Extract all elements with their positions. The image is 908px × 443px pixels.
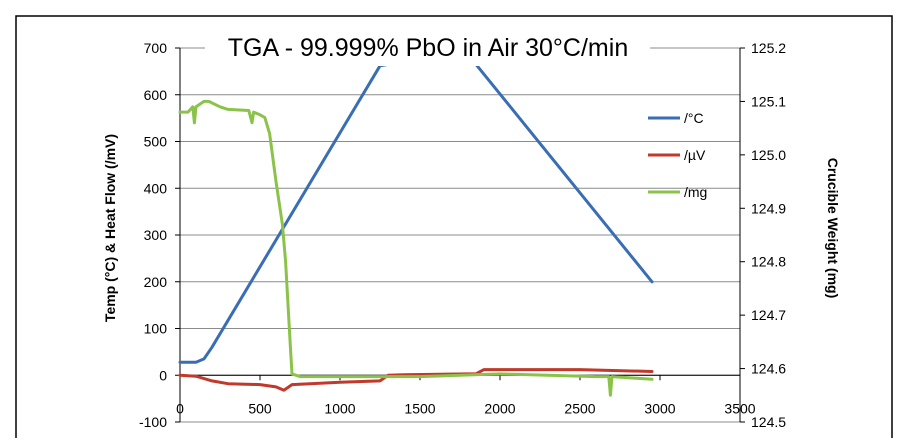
y-tick-label: 0 (159, 367, 167, 383)
x-tick-label: 0 (176, 400, 184, 416)
chart-title: TGA - 99.999% PbO in Air 30°C/min (228, 34, 628, 62)
x-tick-label: 1500 (404, 400, 435, 416)
y2-tick-label: 125.1 (751, 93, 786, 109)
y2-tick-label: 124.5 (751, 414, 786, 430)
x-tick-label: 2000 (484, 400, 515, 416)
y-axis-label: Temp (°C) & Heat Flow (/mV) (102, 134, 118, 322)
x-tick-labels: 0 500 1000 1500 2000 2500 3000 3500 (176, 400, 756, 416)
y2-tick-label: 124.7 (751, 307, 786, 323)
legend: /°C/µV/mg (648, 110, 707, 200)
legend-label-0: /°C (684, 110, 704, 126)
y-tick-label: 200 (144, 274, 168, 290)
x-tick-label: 3000 (644, 400, 675, 416)
x-tick-label: 500 (248, 400, 272, 416)
legend-label-2: /mg (684, 184, 707, 200)
y-tick-label: -100 (139, 414, 167, 430)
series-line-1 (178, 368, 654, 392)
y2-tick-labels: 124.5 124.6 124.7 124.8 124.9 125.0 125.1 125.2 (751, 40, 786, 430)
y2-axis-label: Crucible Weight (mg) (825, 158, 841, 299)
x-tick-label: 2500 (564, 400, 595, 416)
y-tick-label: 700 (144, 40, 168, 56)
y2-tick-label: 124.9 (751, 200, 786, 216)
y2-tick-label: 125.2 (751, 40, 786, 56)
x-tick-label: 3500 (724, 400, 755, 416)
y-tick-label: 100 (144, 321, 168, 337)
x-tick-label: 1000 (324, 400, 355, 416)
y-tick-label: 500 (144, 134, 168, 150)
y-tick-label: 400 (144, 180, 168, 196)
y-tick-labels: -100 0 100 200 300 400 500 600 700 (139, 40, 167, 430)
y2-tick-label: 125.0 (751, 147, 786, 163)
y-tick-label: 600 (144, 87, 168, 103)
title-background (205, 26, 650, 66)
y-tick-label: 300 (144, 227, 168, 243)
series-line-2 (178, 99, 654, 397)
y2-tick-label: 124.8 (751, 254, 786, 270)
legend-label-1: /µV (684, 147, 706, 163)
chart-frame (15, 15, 893, 441)
y2-tick-label: 124.6 (751, 361, 786, 377)
